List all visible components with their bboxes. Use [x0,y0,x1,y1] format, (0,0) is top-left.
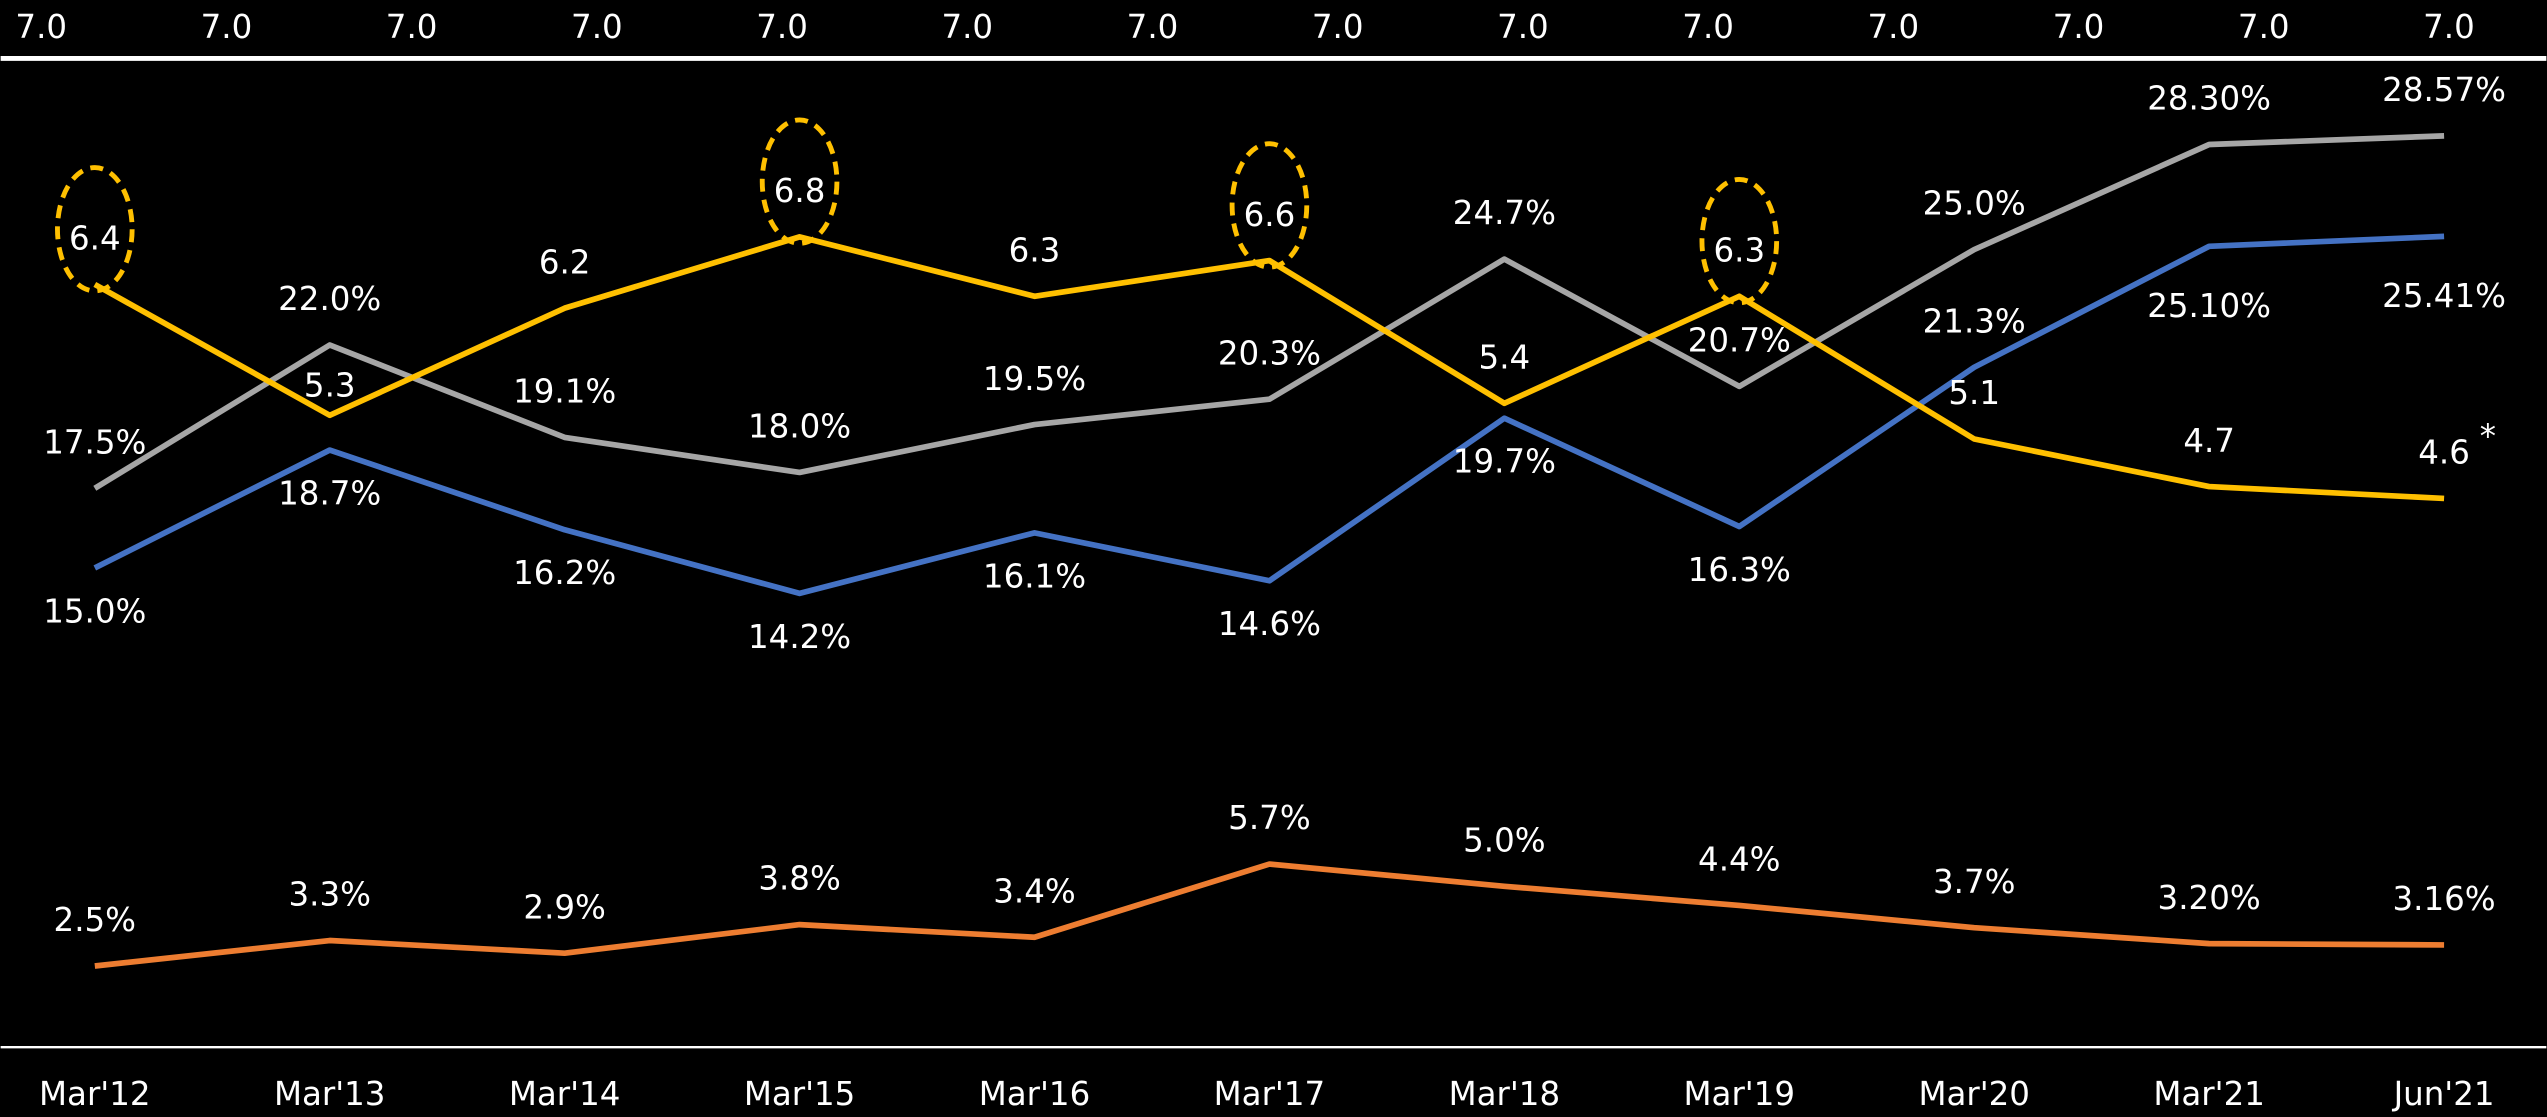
header-label: 7.0 [15,8,67,46]
data-label: 3.16% [2392,880,2495,918]
data-label: 3.3% [288,876,371,914]
series-line [93,234,2445,502]
data-label: 24.7% [1453,194,1556,232]
data-label: 6.3 [1713,231,1765,269]
data-label: 16.2% [513,554,616,592]
header-label: 7.0 [1312,8,1364,46]
data-label: 19.5% [983,360,1086,398]
highlight-ring [1229,141,1310,270]
x-tick-label: Mar'21 [2153,1075,2265,1113]
data-label: 21.3% [1923,302,2026,340]
data-label: 28.30% [2147,80,2271,118]
data-label: 16.3% [1688,551,1791,589]
x-tick-label: Jun'21 [2392,1075,2495,1113]
data-label: 5.0% [1463,822,1546,860]
data-label: 5.3 [304,367,356,405]
x-tick-label: Mar'15 [744,1075,856,1113]
x-tick-label: Mar'19 [1684,1075,1796,1113]
data-label: 3.7% [1933,863,2016,901]
highlight-ring [55,165,135,294]
header-label: 7.0 [2053,8,2105,46]
data-label: 3.8% [758,860,840,898]
header-label: 7.0 [1127,8,1179,46]
data-label: 14.6% [1218,605,1321,643]
data-label: 18.0% [748,408,851,446]
x-tick-label: Mar'14 [509,1075,621,1113]
data-label: 25.10% [2147,287,2271,325]
x-tick-label: Mar'20 [1918,1075,2030,1113]
data-label: 18.7% [278,475,381,513]
data-label: 17.5% [43,423,146,461]
data-label: 4.4% [1698,841,1781,879]
highlight-ring [759,117,840,246]
data-label: 15.0% [43,592,146,630]
header-label: 7.0 [2238,8,2290,46]
data-label: 3.4% [993,872,1076,910]
header-label: 7.0 [386,8,438,46]
header-label: 7.0 [2423,8,2475,46]
header-label: 7.0 [201,8,253,46]
data-label: 22.0% [278,280,381,318]
header-label: 7.0 [1868,8,1920,46]
data-label: 25.41% [2382,277,2506,315]
data-label: 19.7% [1453,443,1556,481]
data-label: 6.4 [69,220,121,258]
x-tick-label: Mar'18 [1449,1075,1561,1113]
header-label: 7.0 [1682,8,1734,46]
highlight-ring [1699,176,1780,306]
data-label: 4.7 [2183,422,2235,460]
x-tick-label: Mar'17 [1214,1075,1326,1113]
data-label: 14.2% [748,618,851,656]
data-label: 20.3% [1218,334,1321,372]
header-label: 7.0 [571,8,623,46]
data-label: 6.3 [1009,231,1061,269]
header-label: 7.0 [756,8,808,46]
data-label: 16.1% [983,557,1086,595]
data-label: 19.1% [513,373,616,411]
data-label: 28.57% [2382,71,2506,109]
data-label: 5.7% [1228,799,1311,837]
data-label: 3.20% [2158,879,2261,917]
x-tick-label: Mar'12 [39,1075,151,1113]
series-line [93,133,2445,491]
data-label: 20.7% [1688,322,1791,360]
data-label: 5.1 [1948,374,2000,412]
data-label: 2.5% [54,901,137,939]
data-label: 6.6 [1244,196,1296,234]
data-label: 4.6 [2418,434,2470,472]
data-label: 6.2 [539,243,591,281]
x-tick-label: Mar'16 [979,1075,1091,1113]
series-line [93,233,2445,597]
series-line [94,861,2445,969]
data-label: 2.9% [523,888,606,926]
data-label: 6.8 [774,172,826,210]
data-label: 25.0% [1923,185,2026,223]
header-label: 7.0 [941,8,993,46]
data-label: 5.4 [1479,339,1531,377]
annotation: * [2480,417,2496,455]
header-label: 7.0 [1497,8,1549,46]
x-tick-label: Mar'13 [274,1075,386,1113]
